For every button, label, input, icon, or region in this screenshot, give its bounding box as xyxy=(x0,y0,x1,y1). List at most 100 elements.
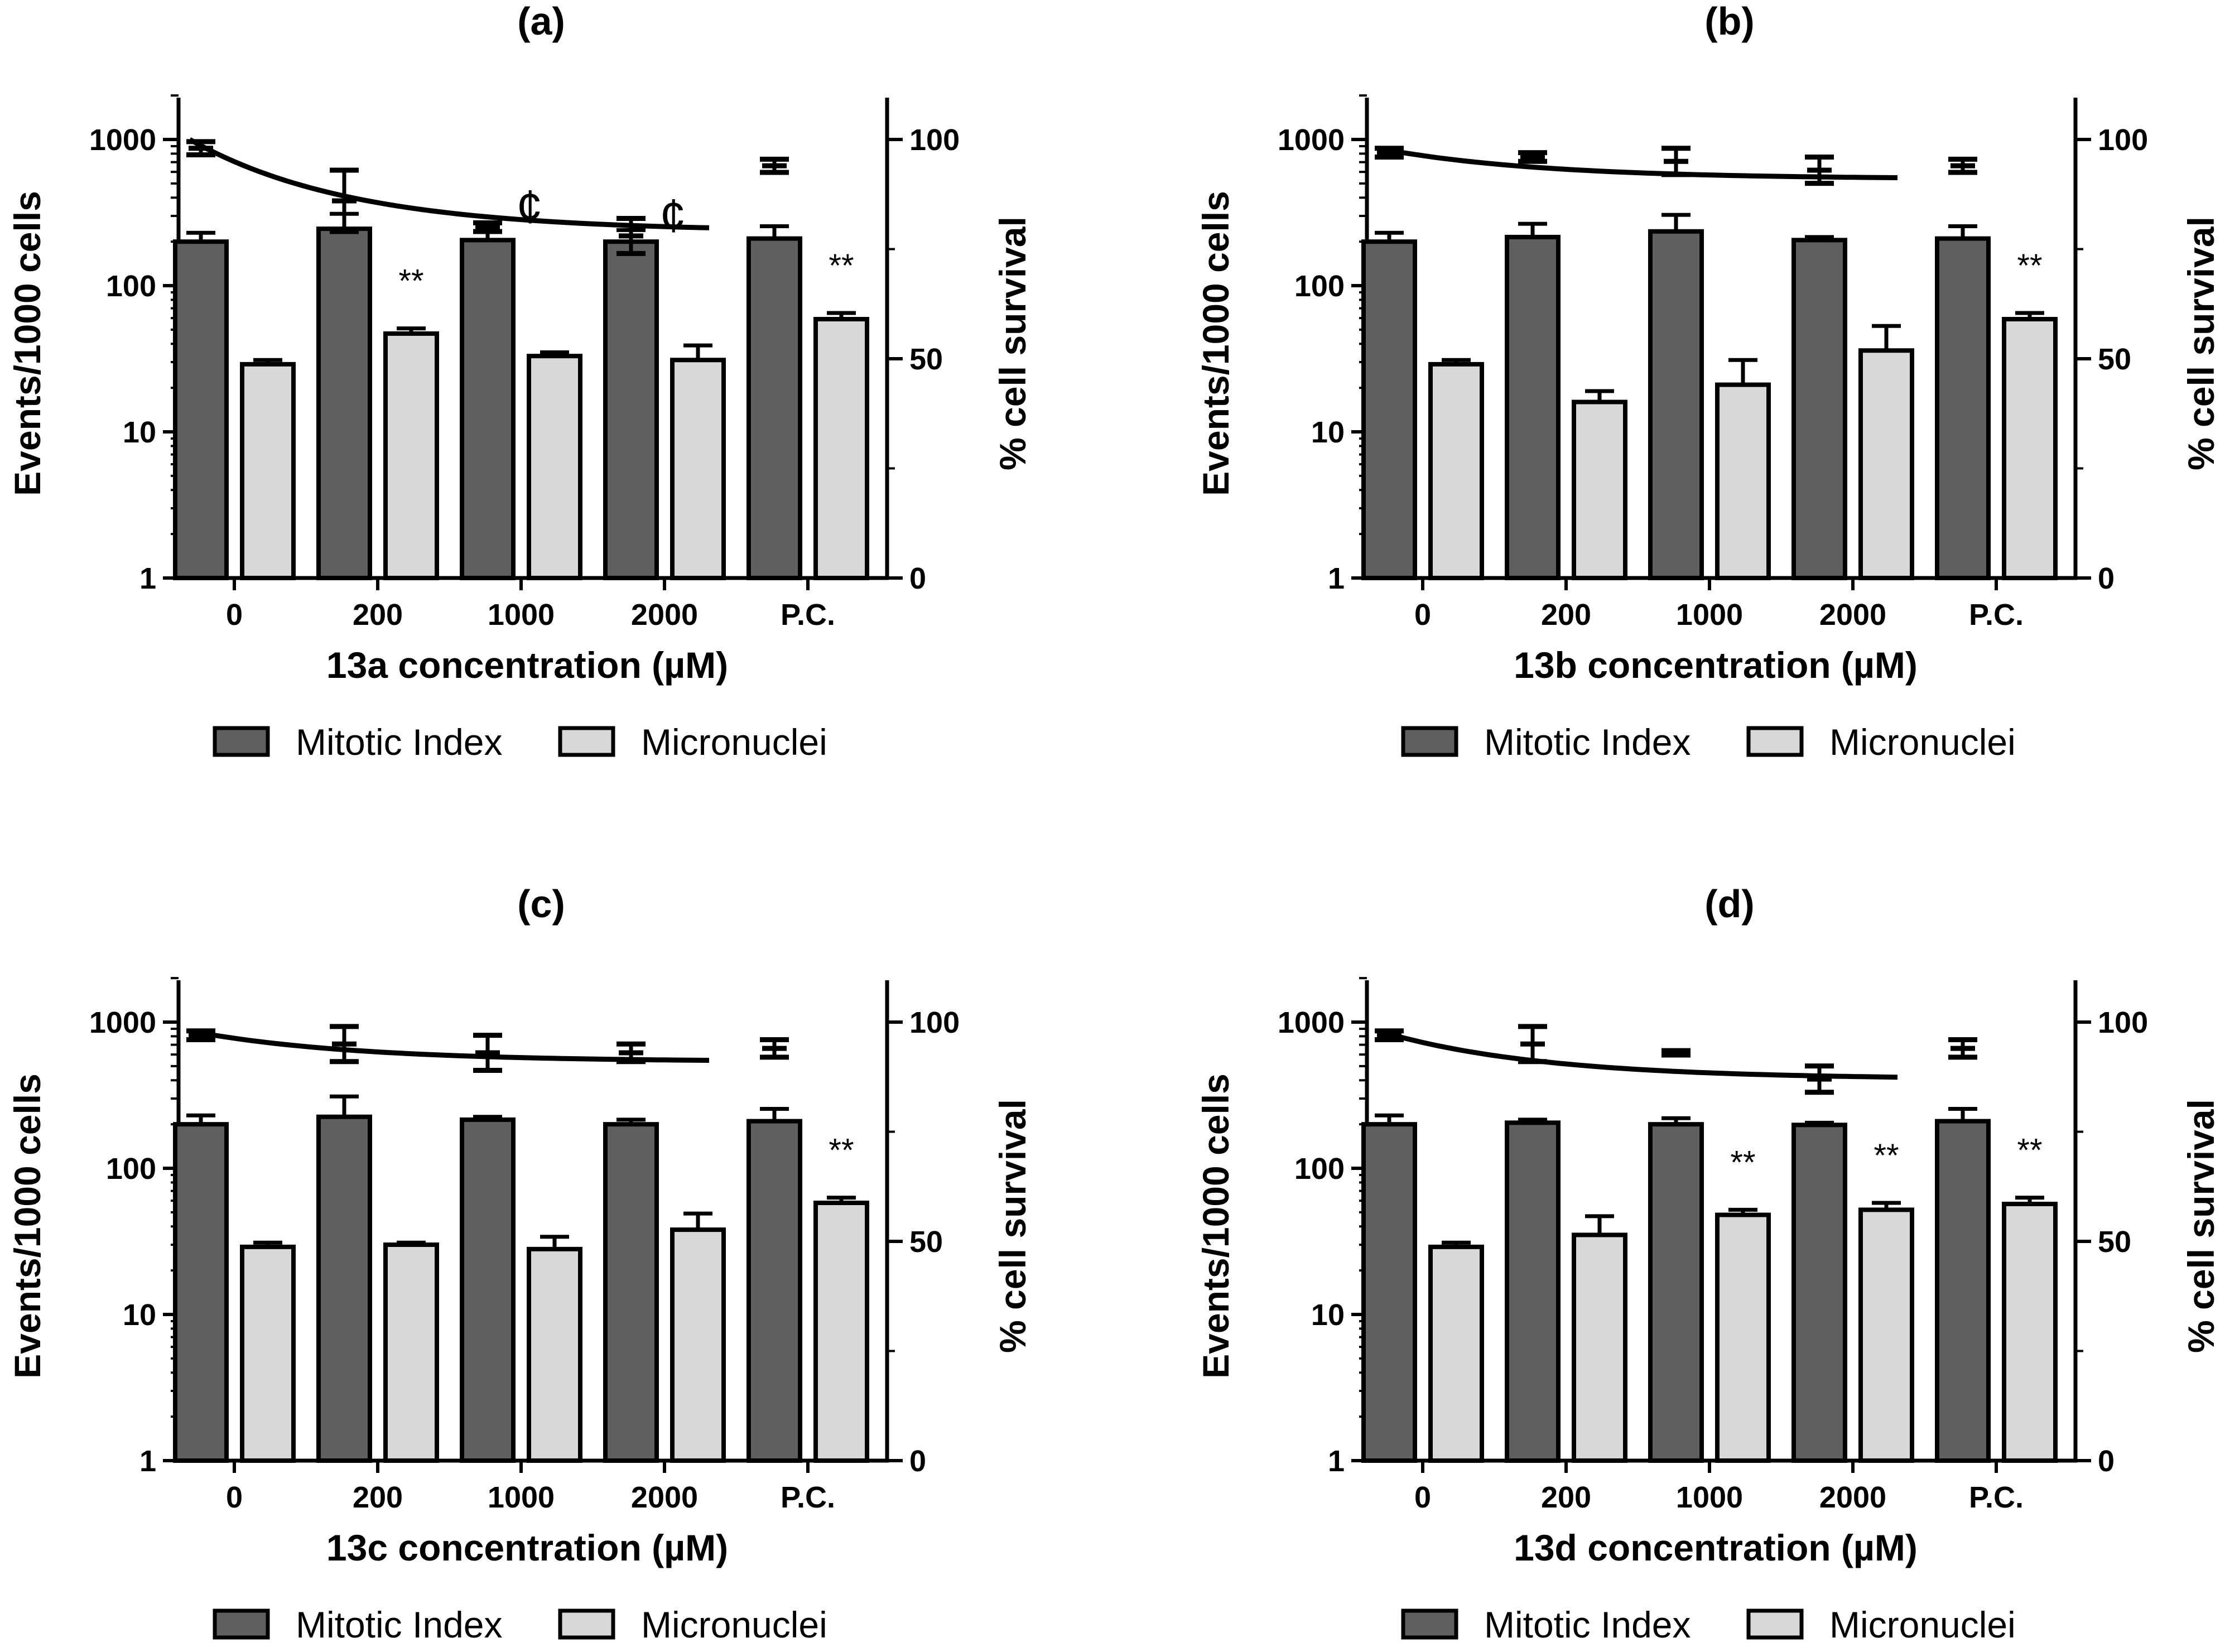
micronuclei-bar xyxy=(527,354,582,580)
significance-cent: ¢ xyxy=(517,180,543,233)
x-tick-label: 2000 xyxy=(1819,598,1886,632)
y-tick-label: 10 xyxy=(1311,1298,1345,1332)
y-tick-label: 1000 xyxy=(89,1006,156,1039)
legend-label-mitotic-index: Mitotic Index xyxy=(296,721,502,763)
x-tick-label: 200 xyxy=(1541,1481,1591,1514)
mitotic-index-bar xyxy=(1791,238,1847,580)
mitotic-index-bar xyxy=(316,1114,372,1463)
mitotic-index-bar xyxy=(1935,1119,1991,1463)
legend-swatch-micronuclei xyxy=(1746,1608,1804,1640)
legend-swatch-mitotic-index xyxy=(1401,1608,1458,1640)
micronuclei-bar xyxy=(1858,1207,1914,1463)
x-tick-label: 1000 xyxy=(488,598,555,632)
legend-swatch-mitotic-index xyxy=(1401,726,1458,757)
micronuclei-bar xyxy=(1715,382,1771,580)
mitotic-index-bar xyxy=(1505,234,1561,580)
y2-axis-title: % cell survival xyxy=(992,1099,1033,1353)
y-axis-title: Events/1000 cells xyxy=(7,191,48,496)
x-tick-label: P.C. xyxy=(1969,1481,2024,1514)
mitotic-index-bar xyxy=(460,1117,516,1463)
survival-curve xyxy=(1377,1028,1898,1080)
micronuclei-bar xyxy=(383,331,439,580)
x-tick-label: 2000 xyxy=(631,598,698,632)
mitotic-index-bar xyxy=(603,239,659,580)
y2-tick-label: 50 xyxy=(909,1225,943,1259)
legend: Mitotic Index Micronuclei xyxy=(213,1604,827,1645)
y2-tick-label: 50 xyxy=(909,343,943,376)
y-tick-label: 100 xyxy=(106,269,156,303)
survival-curve xyxy=(188,137,710,230)
x-tick-label: 2000 xyxy=(631,1481,698,1514)
mitotic-index-bar xyxy=(747,1119,802,1463)
y-tick-label: 100 xyxy=(1294,269,1345,303)
mitotic-index-bar xyxy=(173,239,229,580)
mitotic-index-bar xyxy=(747,236,802,580)
y-tick-label: 1000 xyxy=(1278,123,1345,157)
legend-swatch-mitotic-index xyxy=(213,1608,270,1640)
y-tick-label: 1 xyxy=(139,1444,156,1478)
legend: Mitotic Index Micronuclei xyxy=(213,721,827,763)
significance-stars: ** xyxy=(829,1133,854,1169)
micronuclei-bar xyxy=(240,362,296,581)
x-tick-label: 0 xyxy=(226,598,243,632)
micronuclei-bar xyxy=(1428,362,1484,581)
micronuclei-bar xyxy=(240,1244,296,1463)
micronuclei-bar xyxy=(813,1200,869,1463)
x-tick-label: 0 xyxy=(1414,598,1431,632)
micronuclei-bar xyxy=(2002,317,2058,580)
micronuclei-bar xyxy=(1572,1232,1627,1463)
mitotic-index-bar xyxy=(1505,1120,1561,1463)
x-tick-label: 1000 xyxy=(1676,1481,1743,1514)
x-tick-label: 200 xyxy=(353,598,403,632)
legend-label-micronuclei: Micronuclei xyxy=(1829,1604,2016,1645)
legend-swatch-micronuclei xyxy=(558,1608,615,1640)
x-tick-label: P.C. xyxy=(781,598,835,632)
x-tick-label: 200 xyxy=(1541,598,1591,632)
legend-swatch-micronuclei xyxy=(558,726,615,757)
x-tick-label: 200 xyxy=(353,1481,403,1514)
y-tick-label: 100 xyxy=(1294,1152,1345,1186)
y-tick-label: 1000 xyxy=(1278,1006,1345,1039)
micronuclei-bar xyxy=(1858,348,1914,580)
mitotic-index-bar xyxy=(173,1122,229,1463)
micronuclei-bar xyxy=(2002,1201,2058,1463)
y2-tick-label: 100 xyxy=(909,1006,960,1039)
y2-tick-label: 100 xyxy=(2098,123,2148,157)
mitotic-index-bar xyxy=(1791,1123,1847,1463)
legend-label-micronuclei: Micronuclei xyxy=(641,721,827,763)
y2-tick-label: 100 xyxy=(909,123,960,157)
y-tick-label: 10 xyxy=(123,416,156,449)
y-tick-label: 100 xyxy=(106,1152,156,1186)
significance-stars: ** xyxy=(2017,1133,2042,1169)
y-axis-title: Events/1000 cells xyxy=(1195,1073,1236,1379)
significance-cent: ¢ xyxy=(660,189,686,242)
mitotic-index-bar xyxy=(316,227,372,580)
y-axis-title: Events/1000 cells xyxy=(7,1073,48,1379)
y2-tick-label: 50 xyxy=(2098,343,2131,376)
y2-axis-title: % cell survival xyxy=(992,216,1033,470)
legend-swatch-mitotic-index xyxy=(213,726,270,757)
x-axis-title: 13a concentration (µM) xyxy=(326,644,728,686)
chart-title: (d) xyxy=(1704,882,1754,926)
x-tick-label: 2000 xyxy=(1819,1481,1886,1514)
y2-axis-title: % cell survival xyxy=(2180,1099,2222,1353)
legend: Mitotic Index Micronuclei xyxy=(1401,721,2016,763)
legend-swatch-micronuclei xyxy=(1746,726,1804,757)
significance-stars: ** xyxy=(2017,248,2042,284)
micronuclei-bar xyxy=(527,1246,582,1463)
x-tick-label: P.C. xyxy=(1969,598,2024,632)
legend-label-mitotic-index: Mitotic Index xyxy=(1484,721,1691,763)
y2-axis-title: % cell survival xyxy=(2180,216,2222,470)
mitotic-index-bar xyxy=(603,1122,659,1463)
significance-stars: ** xyxy=(829,248,854,284)
x-axis-title: 13d concentration (µM) xyxy=(1514,1527,1918,1568)
chart-title: (b) xyxy=(1704,0,1754,43)
y2-tick-label: 0 xyxy=(909,562,926,595)
chart-title: (a) xyxy=(517,0,565,43)
micronuclei-bar xyxy=(813,317,869,580)
